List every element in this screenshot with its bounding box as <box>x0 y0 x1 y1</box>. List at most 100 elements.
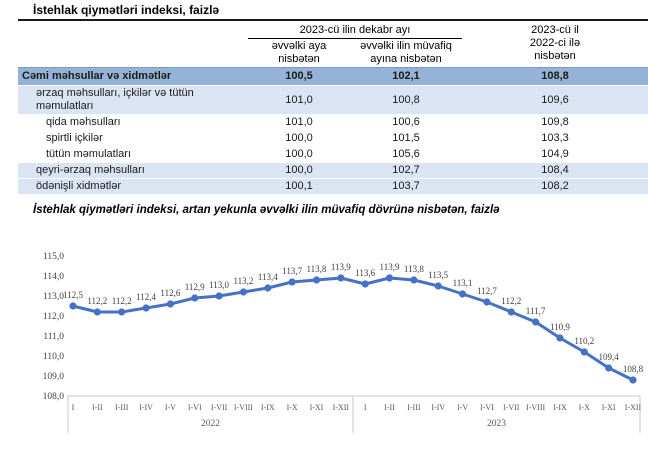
data-point-label: 112,2 <box>87 296 107 306</box>
row-value: 104,9 <box>541 148 569 160</box>
cpi-table: 2023-cü ilin dekabr ayı 2023-cü il 2022-… <box>18 23 648 195</box>
row-value: 103,3 <box>541 132 569 144</box>
chart-title: İstehlak qiymətləri indeksi, artan yekun… <box>33 204 500 216</box>
x-axis-tick-label: I-III <box>407 403 421 412</box>
data-point-marker <box>458 290 467 298</box>
x-axis-tick-label: I-XII <box>625 403 642 412</box>
data-point-label: 113,2 <box>233 276 253 286</box>
x-axis-tick-label: I <box>364 403 367 412</box>
x-axis-tick-label: I-III <box>115 403 129 412</box>
data-point-marker <box>215 292 223 300</box>
data-point-label: 112,6 <box>160 288 180 298</box>
row-value: 105,6 <box>392 148 420 160</box>
data-point-marker <box>191 294 199 302</box>
x-axis-tick-label: I-IV <box>431 403 445 412</box>
table-row: Cəmi məhsullar və xidmətlər 100,5 102,1 108… <box>18 67 648 86</box>
table-header-row-1: 2023-cü ilin dekabr ayı 2023-cü il 2022-… <box>18 23 648 62</box>
data-point-marker <box>312 276 321 284</box>
data-point-label: 112,9 <box>185 282 205 292</box>
row-label: qeyri-ərzaq məhsulları <box>36 164 145 176</box>
cpi-line-series <box>71 276 635 382</box>
x-axis-year-label: 2023 <box>487 419 506 429</box>
row-value: 101,0 <box>285 93 313 106</box>
row-label: Cəmi məhsullar və xidmətlər <box>22 70 172 82</box>
cpi-line-chart: 115,0 114,0 113,0 112,0 111,0 110,0 109,0 108,0… <box>43 252 644 433</box>
y-axis-tick-label: 109,0 <box>43 372 65 382</box>
data-point-label: 108,8 <box>623 364 644 374</box>
data-point-marker <box>507 308 515 316</box>
row-value: 108,4 <box>541 164 569 176</box>
data-point-label: 113,9 <box>380 262 400 272</box>
x-axis-tick-label: I-XI <box>310 403 324 412</box>
data-point-marker <box>556 334 564 342</box>
row-value: 109,6 <box>541 93 569 106</box>
row-value: 101,0 <box>285 116 313 128</box>
data-point-marker <box>264 284 272 292</box>
x-axis-tick-label: I-VII <box>503 403 520 412</box>
data-point-marker <box>483 298 491 306</box>
row-value: 100,1 <box>285 180 313 192</box>
table-row: qeyri-ərzaq məhsulları 100,0 102,7 108,4 <box>18 162 648 179</box>
header-empty-cell <box>18 23 248 39</box>
x-axis-year-label: 2022 <box>201 419 220 429</box>
data-point-label: 112,2 <box>501 296 521 306</box>
data-point-marker <box>434 282 442 290</box>
header-col-yearly-line2: 2022-ci ilə <box>529 37 581 49</box>
data-point-label: 113,9 <box>331 262 351 272</box>
row-value: 100,6 <box>392 116 420 128</box>
x-axis-tick-label: I-IX <box>261 403 275 412</box>
row-label: qida məhsulları <box>46 116 121 128</box>
y-axis-tick-label: 108,0 <box>43 392 65 402</box>
header-col-prev-month: əvvəlki aya nisbətən <box>271 40 327 65</box>
row-label: tütün məmulatları <box>46 148 131 160</box>
data-point-marker <box>605 364 613 372</box>
y-axis-tick-label: 112,0 <box>43 312 64 322</box>
row-value: 108,2 <box>541 180 569 192</box>
data-point-marker <box>239 288 248 296</box>
x-axis-tick-label: I-V <box>165 403 176 412</box>
header-empty-cell <box>18 39 248 68</box>
data-point-marker <box>532 318 540 326</box>
data-point-label: 112,2 <box>112 296 132 306</box>
data-point-label: 113,4 <box>258 272 278 282</box>
page-title: İstehlak qiymətləri indeksi, faizlə <box>33 3 220 17</box>
header-col-yearly-line3: nisbətən <box>534 50 576 62</box>
header-col-yearly-line1: 2023-cü il <box>531 24 579 36</box>
x-axis-tick-label: I-X <box>579 403 590 412</box>
x-axis-tick-label: I-II <box>384 403 395 412</box>
x-axis-tick-label: I-V <box>457 403 468 412</box>
data-point-label: 112,5 <box>63 290 83 300</box>
y-axis-tick-label: 114,0 <box>43 272 64 282</box>
data-point-marker <box>166 300 174 308</box>
data-point-label: 113,8 <box>404 264 424 274</box>
x-axis-tick-label: I-XI <box>602 403 616 412</box>
x-axis-tick-label: I-X <box>287 403 298 412</box>
data-point-label: 112,7 <box>477 286 497 296</box>
row-label: ödənişli xidmətlər <box>36 180 121 192</box>
data-point-label: 113,8 <box>307 264 327 274</box>
data-point-marker <box>361 280 369 288</box>
x-axis-tick-label: I-VIII <box>234 403 253 412</box>
x-axis-tick-label: I-VIII <box>526 403 545 412</box>
table-row: ödənişli xidmətlər 100,1 103,7 108,2 <box>18 178 648 195</box>
header-col-prev-year-month: əvvəlki ilin müvafiq ayına nisbətən <box>360 40 452 65</box>
row-value: 101,5 <box>392 132 420 144</box>
data-point-marker <box>629 376 637 384</box>
row-value: 100,0 <box>285 164 313 176</box>
table-row: ərzaq məhsulları, içkilər və tütün məmul… <box>18 85 648 115</box>
row-value: 102,1 <box>392 70 420 82</box>
table-row: spirtli içkilər 100,0 101,5 103,3 <box>18 130 648 147</box>
x-axis-tick-label: I-IX <box>553 403 567 412</box>
x-axis-tick-label: I-VII <box>211 403 228 412</box>
x-axis-tick-label: I-VI <box>188 403 202 412</box>
data-point-marker <box>337 274 345 282</box>
table-row: tütün məmulatları 100,0 105,6 104,9 <box>18 146 648 163</box>
data-point-label: 113,5 <box>428 270 448 280</box>
title-divider <box>18 19 648 21</box>
data-point-marker <box>580 348 588 356</box>
x-axis-tick-label: I-VI <box>480 403 494 412</box>
x-axis-tick-label: I <box>72 403 75 412</box>
header-group-december: 2023-cü ilin dekabr ayı <box>248 23 462 39</box>
row-value: 100,0 <box>285 132 313 144</box>
data-point-marker <box>410 276 418 284</box>
